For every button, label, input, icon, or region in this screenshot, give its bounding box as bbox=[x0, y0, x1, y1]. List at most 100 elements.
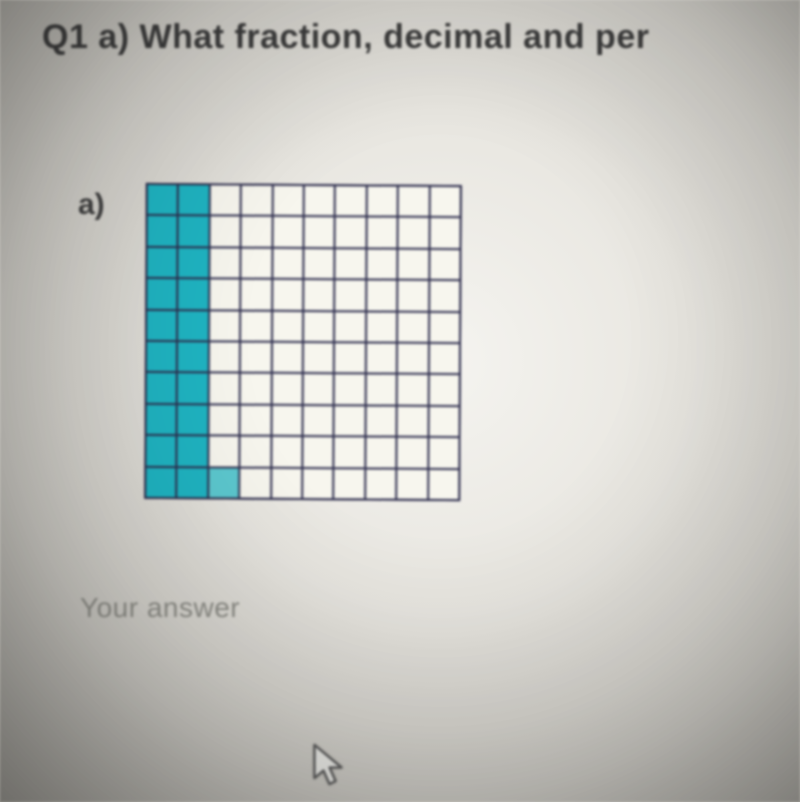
grid-cell bbox=[178, 342, 208, 372]
grid-cell bbox=[179, 217, 209, 247]
grid-cell bbox=[272, 374, 302, 404]
grid-cell bbox=[367, 218, 397, 248]
grid-cell bbox=[304, 249, 334, 279]
grid-cell bbox=[304, 280, 334, 310]
grid-cell bbox=[366, 438, 396, 468]
grid-cell bbox=[241, 374, 271, 404]
grid-cell bbox=[241, 405, 271, 435]
grid-cell bbox=[240, 468, 270, 498]
grid-cell bbox=[335, 343, 365, 373]
grid-cells bbox=[144, 183, 462, 501]
grid-cell bbox=[399, 249, 429, 279]
grid-cell bbox=[179, 185, 209, 215]
grid-cell bbox=[430, 312, 460, 342]
grid-cell bbox=[429, 375, 459, 405]
grid-cell bbox=[398, 312, 428, 342]
grid-cell bbox=[241, 311, 271, 341]
grid-cell bbox=[335, 469, 365, 499]
grid-cell bbox=[241, 343, 271, 373]
grid-cell bbox=[304, 374, 334, 404]
grid-cell bbox=[178, 468, 208, 498]
grid-cell bbox=[336, 186, 366, 216]
grid-cell bbox=[366, 406, 396, 436]
grid-cell bbox=[209, 468, 239, 498]
grid-cell bbox=[398, 281, 428, 311]
grid-cell bbox=[303, 406, 333, 436]
grid-cell bbox=[336, 280, 366, 310]
grid-cell bbox=[178, 436, 208, 466]
grid-cell bbox=[273, 186, 303, 216]
grid-cell bbox=[398, 344, 428, 374]
grid-cell bbox=[429, 438, 459, 468]
grid-cell bbox=[273, 217, 303, 247]
grid-cell bbox=[147, 248, 177, 278]
grid-cell bbox=[210, 248, 240, 278]
grid-cell bbox=[335, 312, 365, 342]
grid-cell bbox=[272, 343, 302, 373]
grid-cell bbox=[367, 281, 397, 311]
grid-cell bbox=[429, 469, 459, 499]
grid-cell bbox=[367, 249, 397, 279]
grid-cell bbox=[241, 437, 271, 467]
hundred-grid bbox=[144, 183, 462, 501]
grid-cell bbox=[335, 437, 365, 467]
grid-cell bbox=[146, 468, 176, 498]
grid-cell bbox=[429, 344, 459, 374]
grid-cell bbox=[147, 311, 177, 341]
grid-cell bbox=[147, 216, 177, 246]
grid-cell bbox=[272, 406, 302, 436]
grid-cell bbox=[147, 405, 177, 435]
part-label-a: a) bbox=[78, 188, 105, 222]
grid-cell bbox=[209, 405, 239, 435]
grid-cell bbox=[430, 281, 460, 311]
grid-cell bbox=[430, 250, 460, 280]
question-heading: Q1 a) What fraction, decimal and per bbox=[42, 18, 649, 57]
grid-cell bbox=[147, 373, 177, 403]
grid-cell bbox=[241, 280, 271, 310]
grid-cell bbox=[210, 342, 240, 372]
grid-cell bbox=[179, 279, 209, 309]
grid-cell bbox=[399, 187, 429, 217]
grid-cell bbox=[304, 343, 334, 373]
grid-cell bbox=[178, 311, 208, 341]
grid-cell bbox=[210, 311, 240, 341]
grid-cell bbox=[430, 187, 460, 217]
grid-cell bbox=[146, 436, 176, 466]
grid-cell bbox=[209, 437, 239, 467]
grid-cell bbox=[178, 374, 208, 404]
grid-cell bbox=[209, 374, 239, 404]
grid-cell bbox=[430, 218, 460, 248]
grid-cell bbox=[272, 468, 302, 498]
grid-cell bbox=[210, 217, 240, 247]
grid-cell bbox=[366, 469, 396, 499]
grid-cell bbox=[210, 280, 240, 310]
grid-cell bbox=[305, 186, 335, 216]
grid-cell bbox=[398, 406, 428, 436]
grid-cell bbox=[398, 375, 428, 405]
grid-cell bbox=[303, 437, 333, 467]
grid-cell bbox=[242, 217, 272, 247]
grid-cell bbox=[367, 186, 397, 216]
grid-cell bbox=[367, 312, 397, 342]
grid-cell bbox=[179, 248, 209, 278]
cursor-icon bbox=[310, 742, 346, 790]
grid-cell bbox=[429, 407, 459, 437]
grid-cell bbox=[397, 469, 427, 499]
grid-cell bbox=[242, 248, 272, 278]
grid-cell bbox=[335, 375, 365, 405]
grid-cell bbox=[336, 249, 366, 279]
grid-cell bbox=[398, 438, 428, 468]
grid-cell bbox=[210, 185, 240, 215]
grid-cell bbox=[304, 312, 334, 342]
grid-cell bbox=[367, 343, 397, 373]
grid-cell bbox=[147, 342, 177, 372]
grid-cell bbox=[273, 280, 303, 310]
grid-cell bbox=[148, 185, 178, 215]
grid-cell bbox=[178, 405, 208, 435]
grid-cell bbox=[366, 375, 396, 405]
grid-cell bbox=[399, 218, 429, 248]
answer-label: Your answer bbox=[80, 592, 240, 624]
grid-cell bbox=[273, 311, 303, 341]
grid-cell bbox=[335, 406, 365, 436]
grid-cell bbox=[147, 279, 177, 309]
